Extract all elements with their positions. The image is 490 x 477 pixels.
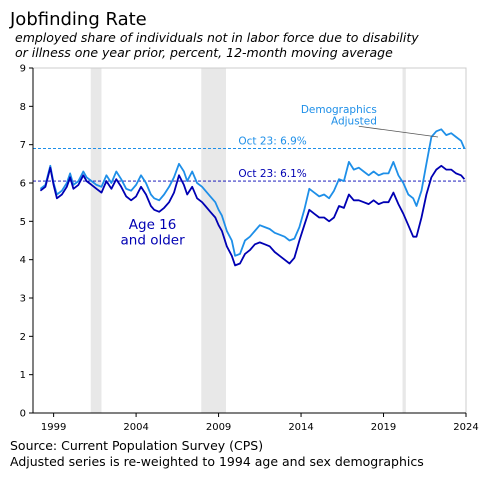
- series-line-age-16-and-older: [39, 164, 466, 267]
- chart-title: Jobfinding Rate: [9, 9, 147, 30]
- recession-shading: [90, 68, 406, 413]
- x-tick-label-2019: 2019: [371, 422, 396, 433]
- annotation-unadjusted-value: Oct 23: 6.1%: [238, 168, 306, 180]
- series-label-pointer: [358, 125, 439, 138]
- y-tick-label-3: 3: [20, 294, 26, 305]
- x-tick-label-2014: 2014: [288, 422, 313, 433]
- recession-band-0: [90, 68, 102, 413]
- methodology-note: Adjusted series is re-weighted to 1994 a…: [10, 454, 424, 469]
- chart-subtitle-line-2: or illness one year prior, percent, 12-m…: [15, 45, 393, 60]
- recession-band-2: [402, 68, 406, 413]
- y-tick-label-5: 5: [20, 217, 26, 228]
- reference-lines: [33, 148, 466, 182]
- chart-subtitle-line-1: employed share of individuals not in lab…: [15, 30, 419, 45]
- y-tick-label-9: 9: [20, 64, 26, 75]
- x-tick-label-2024: 2024: [453, 422, 478, 433]
- series-line-demographics-adjusted: [39, 128, 466, 257]
- x-tick-label-2004: 2004: [123, 422, 148, 433]
- series-lines: [39, 128, 466, 267]
- series-label-adjusted-line-2: Adjusted: [331, 116, 377, 128]
- series-label-adjusted-line-1: Demographics: [301, 104, 377, 116]
- y-tick-label-4: 4: [20, 255, 26, 266]
- y-axis-ticks: 0 1 2 3 4 5 6 7 8 9: [20, 64, 33, 420]
- source-note: Source: Current Population Survey (CPS): [10, 438, 264, 453]
- series-label-unadjusted-line-2: and older: [121, 232, 186, 248]
- annotation-adjusted-value: Oct 23: 6.9%: [238, 136, 306, 148]
- y-tick-label-2: 2: [20, 332, 26, 343]
- series-label-unadjusted-line-1: Age 16: [129, 217, 177, 233]
- y-tick-label-8: 8: [20, 102, 26, 113]
- y-tick-label-1: 1: [20, 370, 26, 381]
- x-axis-ticks: 1999 2004 2009 2014 2019 2024: [41, 413, 479, 433]
- recession-band-1: [201, 68, 226, 413]
- y-tick-label-0: 0: [20, 409, 26, 420]
- x-tick-label-1999: 1999: [41, 422, 66, 433]
- y-tick-label-6: 6: [20, 179, 26, 190]
- y-tick-label-7: 7: [20, 140, 26, 151]
- x-tick-label-2009: 2009: [206, 422, 231, 433]
